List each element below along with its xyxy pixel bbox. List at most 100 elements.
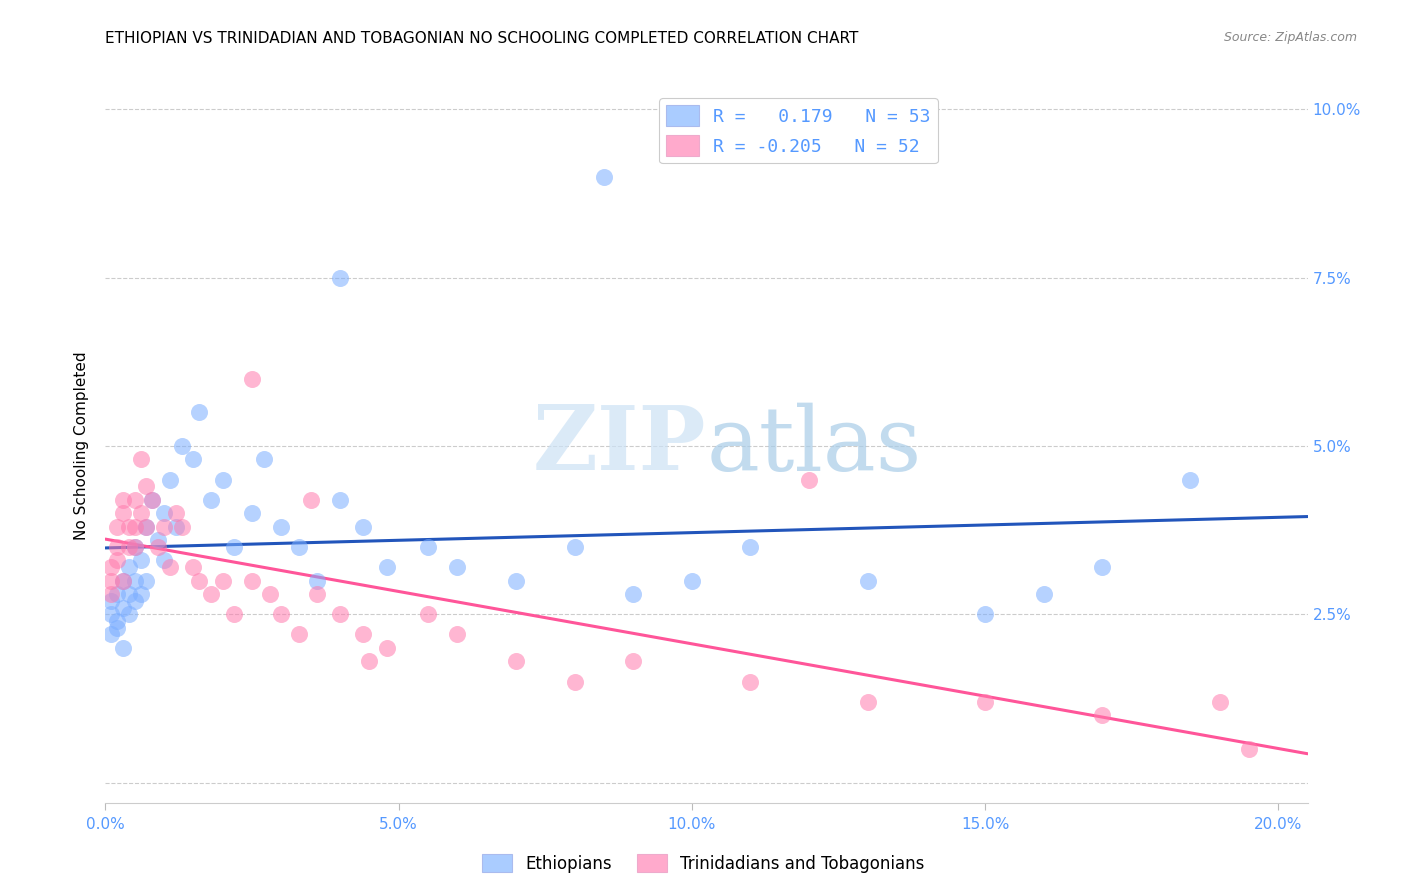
Point bbox=[135, 520, 157, 534]
Point bbox=[153, 520, 176, 534]
Point bbox=[124, 594, 146, 608]
Point bbox=[118, 560, 141, 574]
Point bbox=[129, 452, 152, 467]
Point bbox=[593, 169, 616, 184]
Point bbox=[505, 574, 527, 588]
Point bbox=[329, 270, 352, 285]
Text: atlas: atlas bbox=[707, 402, 922, 490]
Point bbox=[105, 540, 128, 554]
Point bbox=[621, 587, 644, 601]
Point bbox=[200, 587, 222, 601]
Point bbox=[224, 607, 246, 622]
Point bbox=[259, 587, 281, 601]
Point bbox=[100, 627, 122, 641]
Point bbox=[240, 372, 263, 386]
Point bbox=[153, 506, 176, 520]
Point bbox=[416, 607, 439, 622]
Point bbox=[159, 560, 181, 574]
Point bbox=[100, 560, 122, 574]
Point bbox=[183, 452, 205, 467]
Point bbox=[446, 560, 468, 574]
Point bbox=[118, 587, 141, 601]
Point bbox=[740, 540, 762, 554]
Legend: Ethiopians, Trinidadians and Tobagonians: Ethiopians, Trinidadians and Tobagonians bbox=[475, 847, 931, 880]
Point bbox=[188, 574, 211, 588]
Point bbox=[100, 594, 122, 608]
Point bbox=[105, 553, 128, 567]
Point bbox=[359, 655, 381, 669]
Point bbox=[1091, 560, 1114, 574]
Point bbox=[1091, 708, 1114, 723]
Point bbox=[100, 587, 122, 601]
Text: ETHIOPIAN VS TRINIDADIAN AND TOBAGONIAN NO SCHOOLING COMPLETED CORRELATION CHART: ETHIOPIAN VS TRINIDADIAN AND TOBAGONIAN … bbox=[105, 31, 859, 46]
Point bbox=[105, 614, 128, 628]
Point bbox=[129, 506, 152, 520]
Point bbox=[112, 600, 135, 615]
Point bbox=[211, 473, 233, 487]
Point bbox=[118, 520, 141, 534]
Text: Source: ZipAtlas.com: Source: ZipAtlas.com bbox=[1223, 31, 1357, 45]
Point bbox=[353, 627, 375, 641]
Point bbox=[240, 574, 263, 588]
Point bbox=[170, 520, 193, 534]
Y-axis label: No Schooling Completed: No Schooling Completed bbox=[75, 351, 90, 541]
Point bbox=[105, 587, 128, 601]
Point bbox=[564, 540, 586, 554]
Point bbox=[1208, 695, 1230, 709]
Point bbox=[200, 492, 222, 507]
Point bbox=[124, 540, 146, 554]
Point bbox=[288, 540, 311, 554]
Point bbox=[375, 560, 398, 574]
Point bbox=[253, 452, 276, 467]
Point bbox=[974, 695, 997, 709]
Point bbox=[165, 506, 187, 520]
Point bbox=[129, 587, 152, 601]
Point bbox=[1032, 587, 1054, 601]
Point bbox=[148, 540, 170, 554]
Point bbox=[141, 492, 163, 507]
Point bbox=[564, 674, 586, 689]
Point bbox=[105, 621, 128, 635]
Point bbox=[224, 540, 246, 554]
Point bbox=[183, 560, 205, 574]
Point bbox=[621, 655, 644, 669]
Point bbox=[135, 479, 157, 493]
Point bbox=[112, 574, 135, 588]
Point bbox=[141, 492, 163, 507]
Point bbox=[1237, 742, 1260, 756]
Point bbox=[148, 533, 170, 548]
Point bbox=[375, 640, 398, 655]
Point bbox=[305, 587, 328, 601]
Point bbox=[124, 492, 146, 507]
Point bbox=[112, 492, 135, 507]
Point bbox=[446, 627, 468, 641]
Point bbox=[105, 520, 128, 534]
Point bbox=[124, 574, 146, 588]
Point bbox=[240, 506, 263, 520]
Point bbox=[112, 640, 135, 655]
Point bbox=[329, 492, 352, 507]
Point bbox=[118, 540, 141, 554]
Point bbox=[797, 473, 820, 487]
Point bbox=[135, 520, 157, 534]
Point bbox=[112, 574, 135, 588]
Point bbox=[974, 607, 997, 622]
Point bbox=[118, 607, 141, 622]
Point bbox=[353, 520, 375, 534]
Point bbox=[299, 492, 322, 507]
Point bbox=[211, 574, 233, 588]
Point bbox=[159, 473, 181, 487]
Point bbox=[1180, 473, 1202, 487]
Point bbox=[270, 607, 292, 622]
Point bbox=[416, 540, 439, 554]
Point bbox=[856, 574, 879, 588]
Point bbox=[270, 520, 292, 534]
Point bbox=[124, 520, 146, 534]
Point bbox=[153, 553, 176, 567]
Point bbox=[129, 553, 152, 567]
Point bbox=[188, 405, 211, 419]
Text: ZIP: ZIP bbox=[533, 402, 707, 490]
Point bbox=[124, 540, 146, 554]
Point bbox=[288, 627, 311, 641]
Legend: R =   0.179   N = 53, R = -0.205   N = 52: R = 0.179 N = 53, R = -0.205 N = 52 bbox=[659, 98, 938, 163]
